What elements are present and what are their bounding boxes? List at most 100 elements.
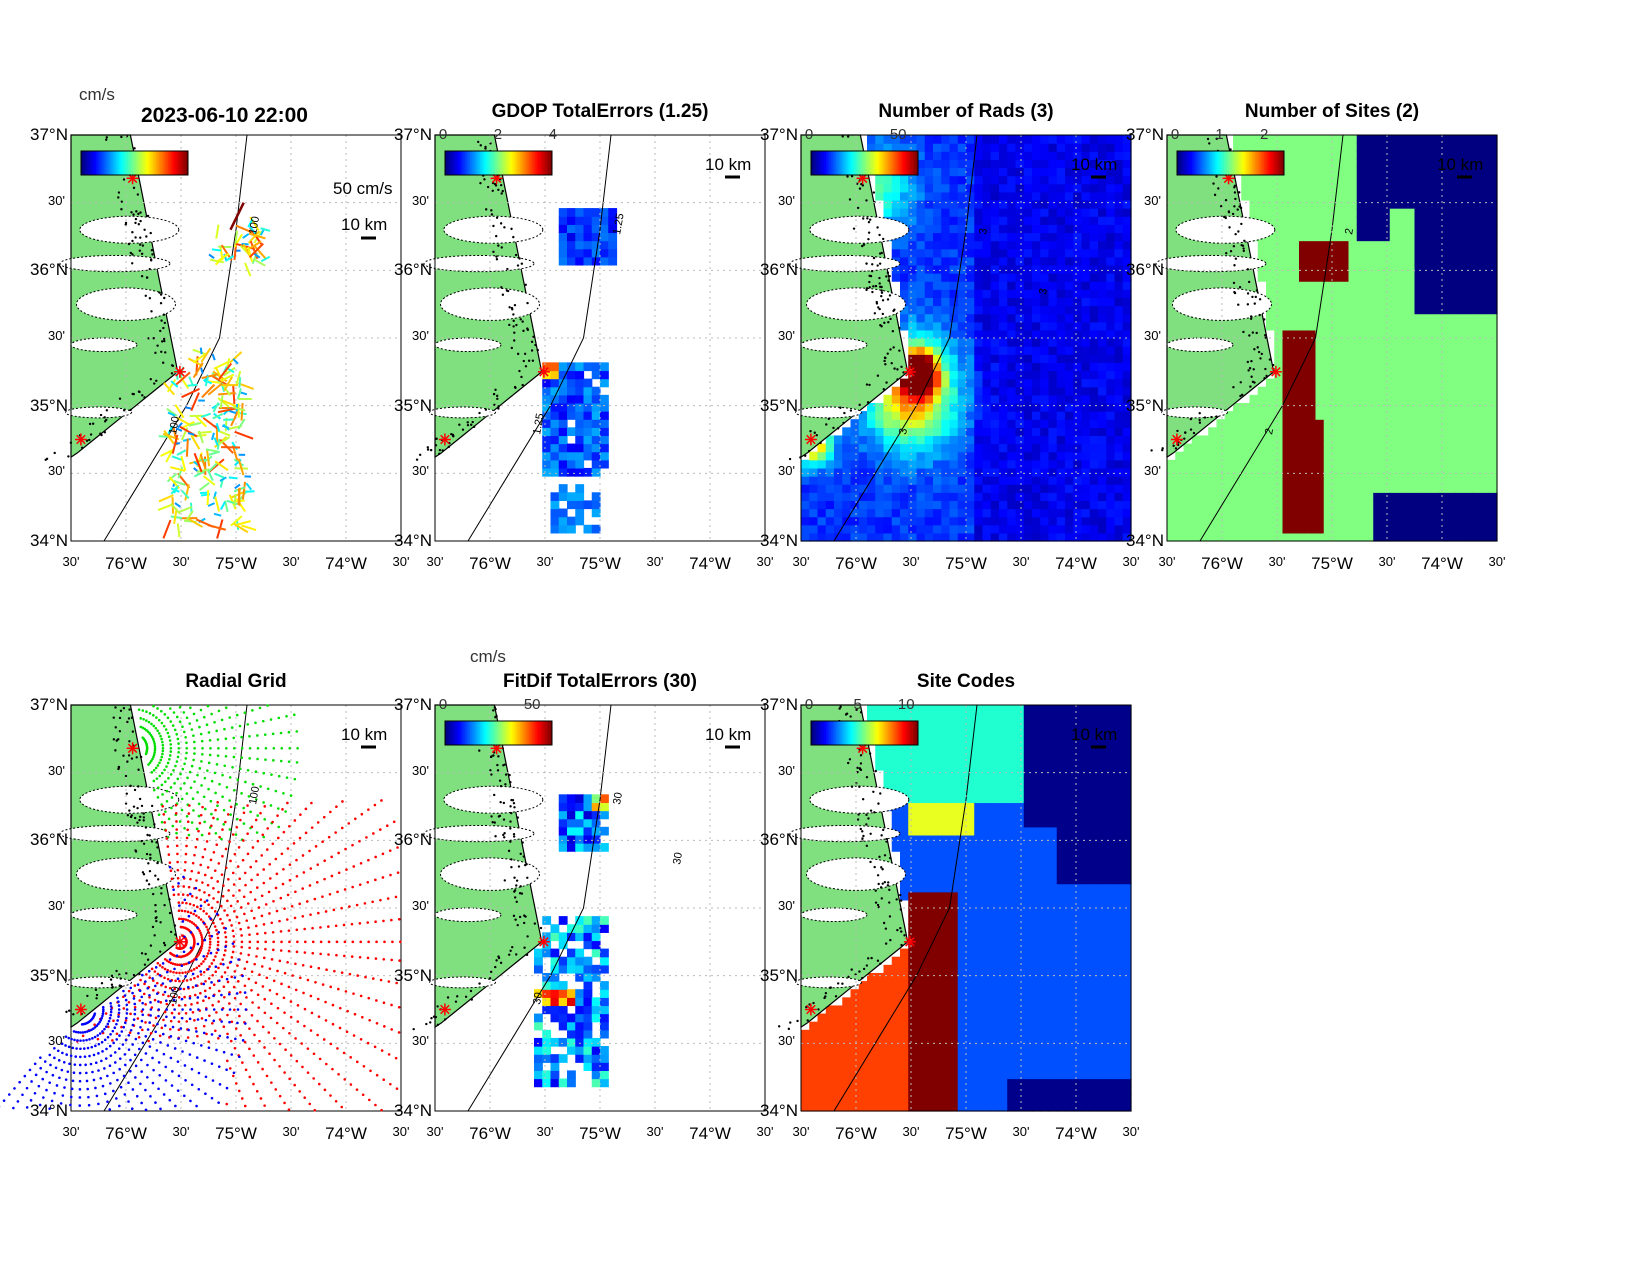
- grid-cell: [1348, 516, 1358, 526]
- grid-cell: [1056, 151, 1066, 160]
- grid-cell: [1472, 378, 1482, 388]
- grid-cell: [933, 516, 942, 526]
- grid-cell: [949, 208, 959, 217]
- grid-cell: [900, 289, 909, 298]
- grid-cell: [558, 427, 568, 437]
- grid-cell: [1065, 232, 1074, 242]
- grid-cell: [908, 264, 918, 274]
- lon-tick-label: 76°W: [105, 554, 147, 573]
- island-dot: [880, 289, 883, 292]
- star-stroke: [76, 434, 86, 445]
- grid-cell: [1406, 175, 1416, 185]
- radial-grid-point: [225, 747, 228, 750]
- grid-cell: [583, 443, 593, 453]
- island-dot: [501, 293, 505, 296]
- grid-cell: [1431, 378, 1440, 388]
- grid-cell: [1447, 451, 1457, 461]
- radial-grid-point: [158, 774, 162, 778]
- grid-cell: [583, 224, 593, 234]
- grid-cell: [908, 500, 918, 510]
- grid-cell: [1414, 411, 1424, 420]
- grid-cell: [957, 346, 967, 355]
- lon-tick-label: 74°W: [689, 554, 731, 573]
- grid-cell: [1056, 191, 1066, 201]
- grid-cell: [933, 208, 942, 217]
- island-dot: [130, 716, 134, 719]
- radial-grid-point: [149, 734, 153, 737]
- grid-cell: [1089, 232, 1099, 242]
- radial-grid-point: [156, 707, 159, 710]
- current-vector-arrow: [213, 491, 217, 500]
- island-dot: [162, 337, 166, 341]
- colorbar-tick-label: 0: [438, 126, 448, 143]
- map-panel-nrads: Number of Rads (3) 3 3 3 34°N 30' 35°N 30' 36°N 3…: [760, 101, 1139, 573]
- island-dot: [484, 147, 487, 150]
- island-dot: [1253, 348, 1256, 351]
- grid-cell: [941, 216, 951, 225]
- colorbar-segment: [92, 151, 95, 175]
- grid-cell: [825, 508, 835, 518]
- grid-cell: [1299, 484, 1308, 493]
- grid-cell: [1048, 532, 1058, 542]
- grid-cell: [1106, 191, 1116, 201]
- island-dot: [862, 243, 866, 246]
- grid-cell: [1106, 159, 1116, 169]
- grid-cell: [1040, 143, 1050, 152]
- radial-grid-point: [150, 759, 153, 763]
- grid-cell: [1081, 402, 1091, 412]
- grid-cell: [1315, 159, 1325, 169]
- grid-cell: [867, 435, 876, 445]
- grid-cell: [1389, 378, 1399, 388]
- grid-cell: [1340, 419, 1350, 428]
- grid-cell: [1348, 183, 1358, 193]
- grid-cell: [1007, 329, 1017, 339]
- island-dot: [1264, 333, 1267, 337]
- grid-cell: [1340, 273, 1350, 282]
- colorbar-segment: [96, 151, 99, 175]
- colorbar-segment: [455, 151, 458, 175]
- radial-grid-point: [174, 764, 177, 768]
- island-dot: [880, 285, 883, 289]
- grid-cell: [1447, 273, 1457, 282]
- island-dot: [867, 237, 870, 241]
- colorbar-segment: [501, 151, 505, 175]
- grid-cell: [941, 159, 951, 169]
- grid-cell: [1208, 484, 1218, 493]
- grid-cell: [1282, 151, 1292, 160]
- grid-cell: [1332, 313, 1341, 323]
- grid-cell: [924, 151, 934, 160]
- grid-cell: [1266, 208, 1275, 217]
- grid-cell: [1122, 208, 1132, 217]
- grid-cell: [1464, 476, 1473, 485]
- grid-cell: [883, 476, 893, 485]
- grid-cell: [1480, 370, 1490, 380]
- radial-grid-point: [155, 716, 158, 719]
- grid-cell: [1455, 516, 1465, 526]
- grid-cell: [883, 427, 893, 437]
- grid-cell: [1089, 159, 1099, 169]
- radial-grid-point: [173, 728, 177, 732]
- grid-cell: [1389, 191, 1399, 201]
- grid-cell: [1356, 240, 1366, 250]
- grid-cell: [999, 467, 1008, 477]
- grid-cell: [1089, 208, 1099, 217]
- grid-cell: [1414, 273, 1424, 282]
- current-vector-arrow: [225, 255, 235, 262]
- grid-cell: [842, 443, 852, 453]
- island-dot: [86, 994, 89, 998]
- grid-cell: [982, 297, 992, 307]
- grid-cell: [1114, 451, 1124, 461]
- grid-cell: [801, 532, 810, 542]
- grid-cell: [1089, 256, 1099, 266]
- grid-cell: [1480, 411, 1490, 420]
- grid-cell: [1365, 321, 1374, 331]
- radial-grid-point: [200, 784, 203, 787]
- island-dot: [878, 282, 881, 285]
- island-dot: [880, 291, 884, 295]
- lat-tick-label: 35°N: [394, 395, 432, 415]
- grid-cell: [1455, 500, 1465, 510]
- grid-cell: [608, 224, 618, 234]
- grid-cell: [1266, 459, 1275, 469]
- island-dot: [495, 258, 499, 261]
- grid-cell: [1472, 273, 1482, 282]
